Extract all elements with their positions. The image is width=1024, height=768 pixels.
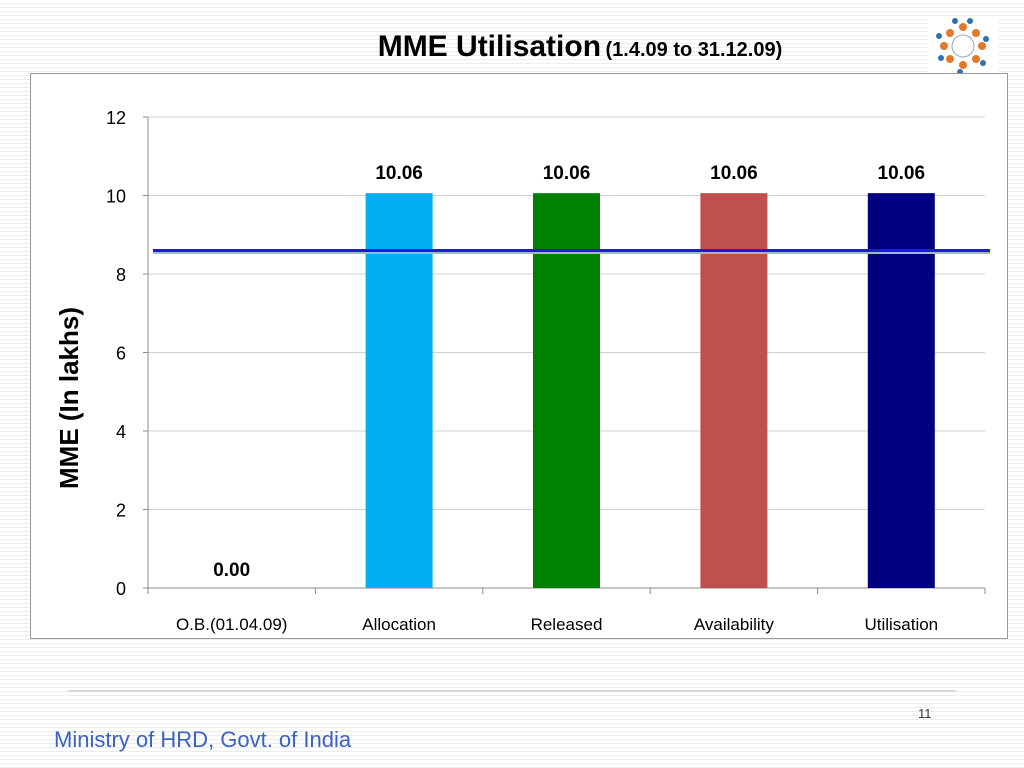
bar bbox=[867, 193, 935, 588]
circle-of-people-icon bbox=[928, 16, 998, 76]
footer-ministry-text: Ministry of HRD, Govt. of India bbox=[54, 727, 352, 752]
x-tick-label: Allocation bbox=[362, 615, 436, 634]
title-main: MME Utilisation bbox=[377, 30, 602, 63]
data-label: 10.06 bbox=[543, 163, 591, 184]
y-tick-label: 4 bbox=[116, 422, 126, 442]
chart-frame bbox=[30, 73, 1008, 639]
title-date-range: (1.4.09 to 31.12.09) bbox=[605, 39, 783, 61]
data-label: 10.06 bbox=[710, 163, 758, 184]
x-tick-label: Utilisation bbox=[864, 615, 938, 634]
y-tick-label: 2 bbox=[116, 501, 126, 521]
y-tick-label: 12 bbox=[106, 108, 126, 128]
x-tick-label: Availability bbox=[694, 615, 775, 634]
data-label: 0.00 bbox=[213, 560, 250, 581]
x-tick-label: O.B.(01.04.09) bbox=[176, 615, 288, 634]
data-label: 10.06 bbox=[375, 163, 423, 184]
y-tick-label: 8 bbox=[116, 265, 126, 285]
reference-line bbox=[153, 248, 990, 254]
bar-chart: 0 2 4 6 8 10 12 O.B.(01.04.09) Allocation Release… bbox=[54, 108, 990, 634]
footer-divider bbox=[68, 690, 956, 692]
y-tick-label: 10 bbox=[106, 187, 126, 207]
page-number: 11 bbox=[918, 706, 932, 721]
y-tick-label: 0 bbox=[116, 579, 126, 599]
y-axis-label: MME (In lakhs) bbox=[54, 307, 84, 489]
x-tick-label: Released bbox=[531, 615, 603, 634]
slide-title: MME Utilisation (1.4.09 to 31.12.09) bbox=[0, 30, 1024, 64]
data-label: 10.06 bbox=[878, 163, 926, 184]
bar bbox=[365, 193, 433, 588]
bar bbox=[533, 193, 600, 588]
bars bbox=[365, 193, 935, 588]
bar bbox=[700, 193, 768, 588]
y-tick-label: 6 bbox=[116, 344, 126, 364]
data-labels: 0.00 10.06 10.06 10.06 10.06 bbox=[213, 163, 925, 581]
axes: 0 2 4 6 8 10 12 O.B.(01.04.09) Allocation Release… bbox=[106, 108, 986, 634]
